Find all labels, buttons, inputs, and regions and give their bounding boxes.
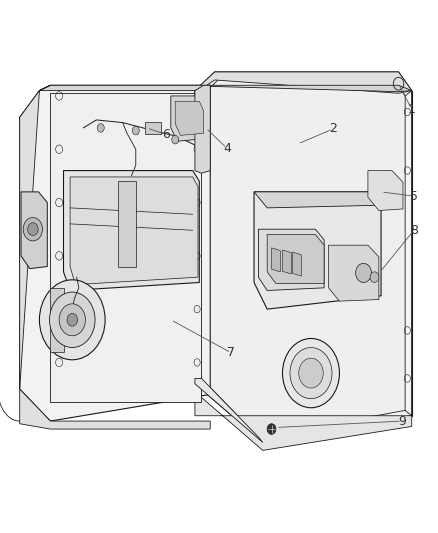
Polygon shape: [118, 181, 136, 266]
Circle shape: [299, 358, 323, 388]
Polygon shape: [258, 229, 324, 290]
Text: 4: 4: [223, 142, 231, 155]
Text: 7: 7: [227, 346, 235, 359]
Circle shape: [23, 217, 42, 241]
Polygon shape: [195, 72, 412, 442]
Circle shape: [132, 126, 139, 135]
Polygon shape: [272, 248, 280, 272]
Circle shape: [283, 338, 339, 408]
Circle shape: [370, 272, 379, 282]
Polygon shape: [39, 85, 210, 91]
Text: 2: 2: [329, 123, 337, 135]
Polygon shape: [368, 171, 403, 211]
Polygon shape: [195, 85, 210, 173]
Text: 1: 1: [408, 103, 416, 116]
Circle shape: [59, 304, 85, 336]
Polygon shape: [254, 192, 381, 309]
Polygon shape: [328, 245, 379, 301]
Polygon shape: [267, 235, 324, 284]
Polygon shape: [20, 85, 210, 421]
Polygon shape: [50, 93, 201, 402]
Circle shape: [267, 424, 276, 434]
Text: 5: 5: [410, 190, 418, 203]
Circle shape: [39, 280, 105, 360]
Polygon shape: [254, 192, 381, 208]
Polygon shape: [64, 171, 199, 290]
Circle shape: [97, 124, 104, 132]
Polygon shape: [20, 85, 50, 389]
Polygon shape: [195, 378, 263, 442]
Polygon shape: [293, 252, 301, 276]
Text: 9: 9: [398, 415, 406, 427]
Polygon shape: [283, 250, 291, 274]
Circle shape: [356, 263, 371, 282]
Circle shape: [67, 313, 78, 326]
Text: 6: 6: [162, 128, 170, 141]
Polygon shape: [21, 192, 47, 269]
Circle shape: [172, 135, 179, 144]
Polygon shape: [195, 72, 412, 93]
Polygon shape: [195, 85, 412, 92]
Circle shape: [28, 223, 38, 236]
Text: 8: 8: [410, 224, 418, 237]
Polygon shape: [20, 389, 210, 429]
Polygon shape: [201, 79, 405, 437]
Polygon shape: [171, 96, 206, 141]
Circle shape: [290, 348, 332, 399]
Polygon shape: [175, 101, 204, 135]
Polygon shape: [195, 392, 412, 450]
Circle shape: [49, 292, 95, 348]
Polygon shape: [50, 288, 64, 352]
Polygon shape: [70, 177, 198, 285]
Bar: [145, 122, 161, 134]
